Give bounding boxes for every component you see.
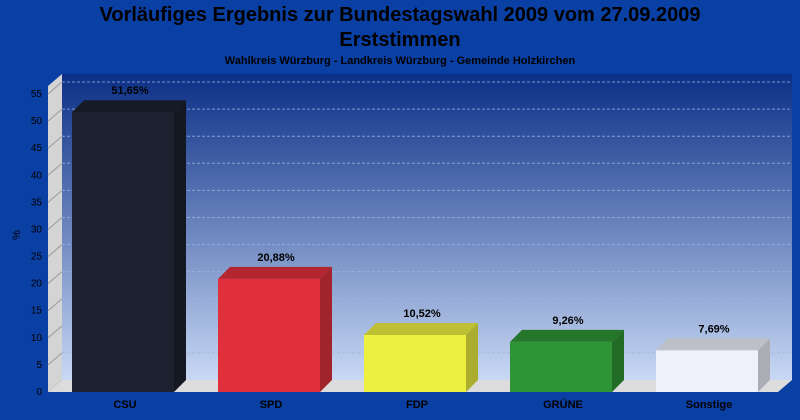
y-axis-label: % <box>11 230 23 240</box>
gridline-side <box>47 325 63 339</box>
data-label: 20,88% <box>257 252 295 264</box>
y-tick-label: 45 <box>31 143 43 154</box>
bar-side <box>320 266 332 392</box>
bar-top <box>218 266 332 279</box>
bar-side <box>758 338 770 392</box>
gridline-side <box>47 162 63 176</box>
plot-side-wall <box>48 74 62 392</box>
data-label: 9,26% <box>552 315 583 327</box>
bar-top <box>364 323 478 336</box>
gridline-side <box>47 81 63 95</box>
data-label: 51,65% <box>111 85 149 97</box>
gridline-side <box>47 108 63 122</box>
bar-top <box>510 329 624 342</box>
x-tick-label: GRÜNE <box>543 398 583 411</box>
bar-top <box>656 338 770 351</box>
data-label: 7,69% <box>698 323 729 335</box>
gridline-side <box>47 271 63 285</box>
chart-title: Vorläufiges Ergebnis zur Bundestagswahl … <box>99 4 701 26</box>
bar-side <box>612 329 624 392</box>
bar-side <box>174 100 186 392</box>
x-tick-label: SPD <box>260 399 283 411</box>
bar <box>510 341 612 392</box>
gridline-side <box>47 190 63 203</box>
data-label: 10,52% <box>403 308 441 320</box>
bar <box>218 278 320 392</box>
y-tick-label: 0 <box>36 387 42 398</box>
gridline-side <box>47 135 63 149</box>
bar <box>72 112 174 392</box>
chart-subtitle: Erststimmen <box>339 29 461 51</box>
y-tick-label: 35 <box>31 197 43 208</box>
x-tick-label: FDP <box>406 399 428 411</box>
bar <box>364 335 466 392</box>
gridline-side <box>47 217 63 230</box>
y-tick-label: 30 <box>31 224 43 235</box>
y-tick-label: 15 <box>31 306 43 317</box>
gridline-side <box>47 298 63 312</box>
y-tick-label: 20 <box>31 279 43 290</box>
y-tick-label: 10 <box>31 333 43 344</box>
y-tick-label: 25 <box>31 252 43 263</box>
bar <box>656 350 758 392</box>
gridline-side <box>47 244 63 257</box>
bar-top <box>72 100 186 113</box>
bar-side <box>466 323 478 392</box>
y-tick-label: 40 <box>31 170 43 181</box>
y-tick-label: 50 <box>31 116 43 127</box>
x-tick-label: CSU <box>113 399 136 411</box>
gridline-side <box>47 352 63 366</box>
chart-caption: Wahlkreis Würzburg - Landkreis Würzburg … <box>224 55 576 67</box>
y-tick-label: 5 <box>36 360 42 371</box>
x-tick-label: Sonstige <box>686 399 732 411</box>
y-tick-label: 55 <box>31 89 43 100</box>
